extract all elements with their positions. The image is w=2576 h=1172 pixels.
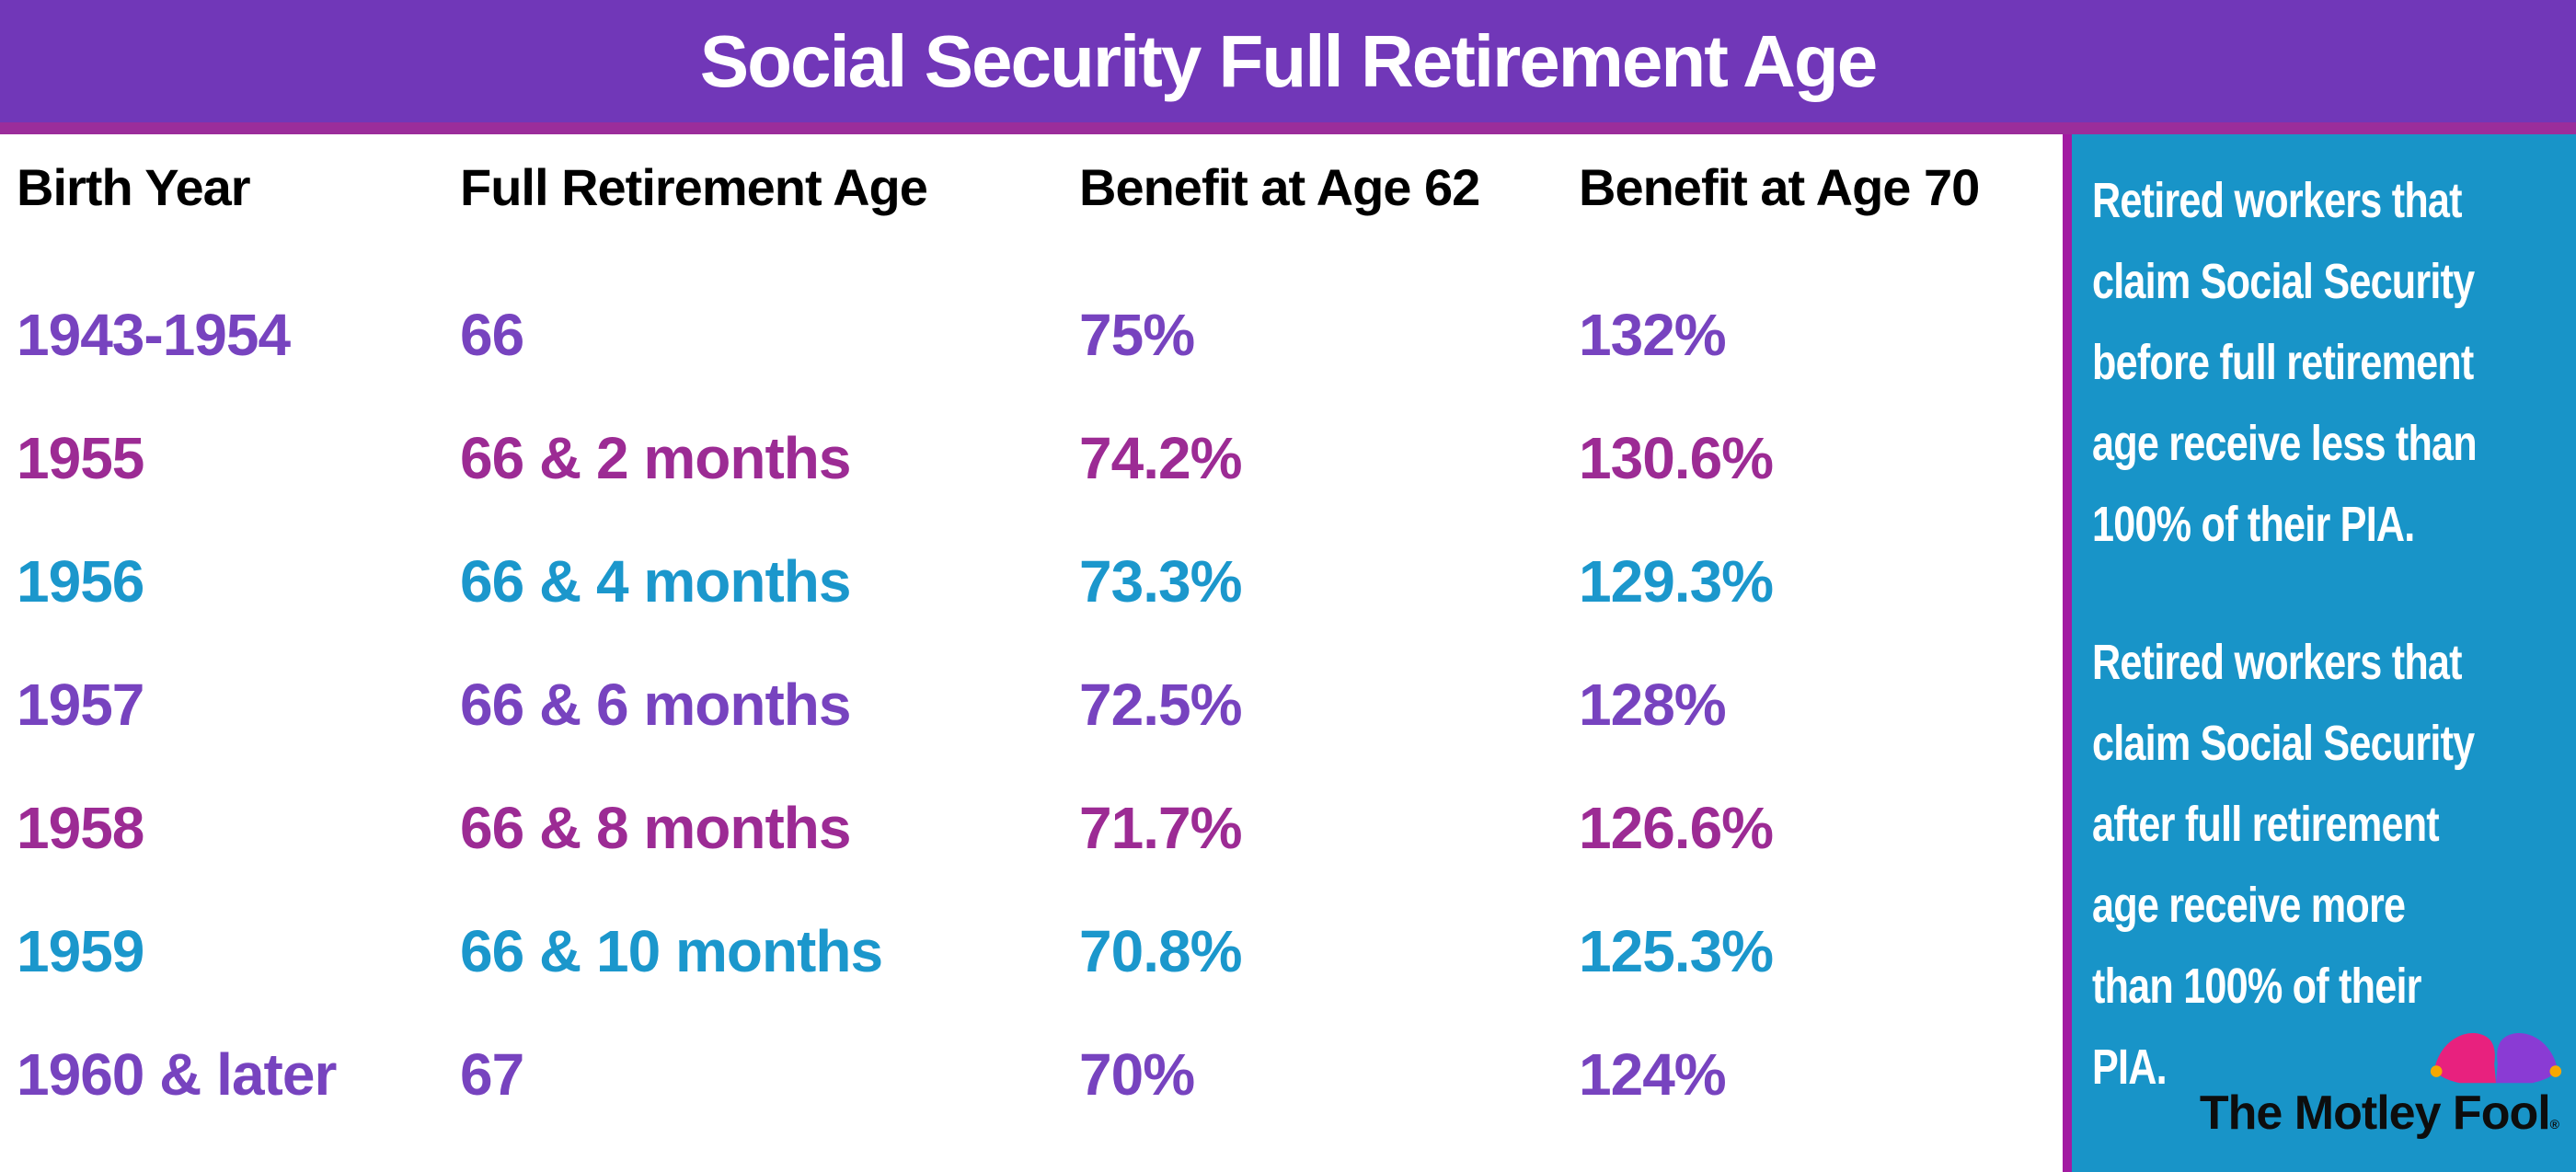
column-header-benefit-70: Benefit at Age 70 — [1579, 158, 1980, 216]
cell-full-retirement-age: 66 & 2 months — [460, 425, 851, 491]
table-row: 1958 66 & 8 months 71.7% 126.6% — [0, 766, 2063, 890]
cell-benefit-62: 73.3% — [1079, 548, 1242, 615]
cell-birth-year: 1957 — [17, 672, 144, 738]
cell-benefit-62: 75% — [1079, 302, 1195, 368]
cell-benefit-70: 130.6% — [1579, 425, 1774, 491]
table-row: 1960 & later 67 70% 124% — [0, 1013, 2063, 1136]
note-after-fra: Retired workers that claim Social Securi… — [2092, 635, 2475, 1095]
cell-full-retirement-age: 66 & 8 months — [460, 795, 851, 861]
cell-benefit-70: 125.3% — [1579, 918, 1774, 984]
table-row: 1956 66 & 4 months 73.3% 129.3% — [0, 520, 2063, 643]
cell-benefit-62: 74.2% — [1079, 425, 1242, 491]
cell-full-retirement-age: 67 — [460, 1041, 524, 1108]
cell-birth-year: 1958 — [17, 795, 144, 861]
note-before-fra: Retired workers that claim Social Securi… — [2092, 173, 2478, 552]
cell-benefit-70: 132% — [1579, 302, 1727, 368]
column-header-full-retirement-age: Full Retirement Age — [460, 158, 928, 216]
registered-mark: ® — [2549, 1117, 2559, 1132]
jester-hat-icon — [2430, 1033, 2562, 1084]
cell-benefit-62: 70% — [1079, 1041, 1195, 1108]
motley-fool-logo: The Motley Fool® — [2199, 1033, 2562, 1141]
cell-benefit-70: 128% — [1579, 672, 1727, 738]
sidebar-notes: Retired workers that claim Social Securi… — [2072, 134, 2576, 1108]
table-header-row: Birth Year Full Retirement Age Benefit a… — [0, 134, 2063, 240]
cell-birth-year: 1960 & later — [17, 1041, 337, 1108]
cell-benefit-70: 124% — [1579, 1041, 1727, 1108]
cell-birth-year: 1959 — [17, 918, 144, 984]
table-row: 1955 66 & 2 months 74.2% 130.6% — [0, 396, 2063, 520]
table-row: 1943-1954 66 75% 132% — [0, 273, 2063, 396]
cell-benefit-62: 70.8% — [1079, 918, 1242, 984]
retirement-age-table: Birth Year Full Retirement Age Benefit a… — [0, 134, 2063, 1172]
cell-birth-year: 1956 — [17, 548, 144, 615]
cell-benefit-62: 72.5% — [1079, 672, 1242, 738]
title-banner: Social Security Full Retirement Age — [0, 0, 2576, 134]
cell-benefit-70: 126.6% — [1579, 795, 1774, 861]
column-header-birth-year: Birth Year — [17, 158, 251, 216]
table-body: 1943-1954 66 75% 132% 1955 66 & 2 months… — [0, 273, 2063, 1136]
cell-benefit-70: 129.3% — [1579, 548, 1774, 615]
page-title: Social Security Full Retirement Age — [699, 19, 1879, 102]
sidebar-notes-panel: Retired workers that claim Social Securi… — [2063, 134, 2576, 1172]
cell-full-retirement-age: 66 & 4 months — [460, 548, 851, 615]
column-header-benefit-62: Benefit at Age 62 — [1079, 158, 1480, 216]
table-row: 1959 66 & 10 months 70.8% 125.3% — [0, 890, 2063, 1013]
cell-full-retirement-age: 66 — [460, 302, 524, 368]
cell-full-retirement-age: 66 & 6 months — [460, 672, 851, 738]
cell-benefit-62: 71.7% — [1079, 795, 1242, 861]
logo-wordmark: The Motley Fool — [2199, 1086, 2551, 1140]
table-row: 1957 66 & 6 months 72.5% 128% — [0, 643, 2063, 766]
cell-full-retirement-age: 66 & 10 months — [460, 918, 883, 984]
cell-birth-year: 1943-1954 — [17, 302, 291, 368]
cell-birth-year: 1955 — [17, 425, 144, 491]
